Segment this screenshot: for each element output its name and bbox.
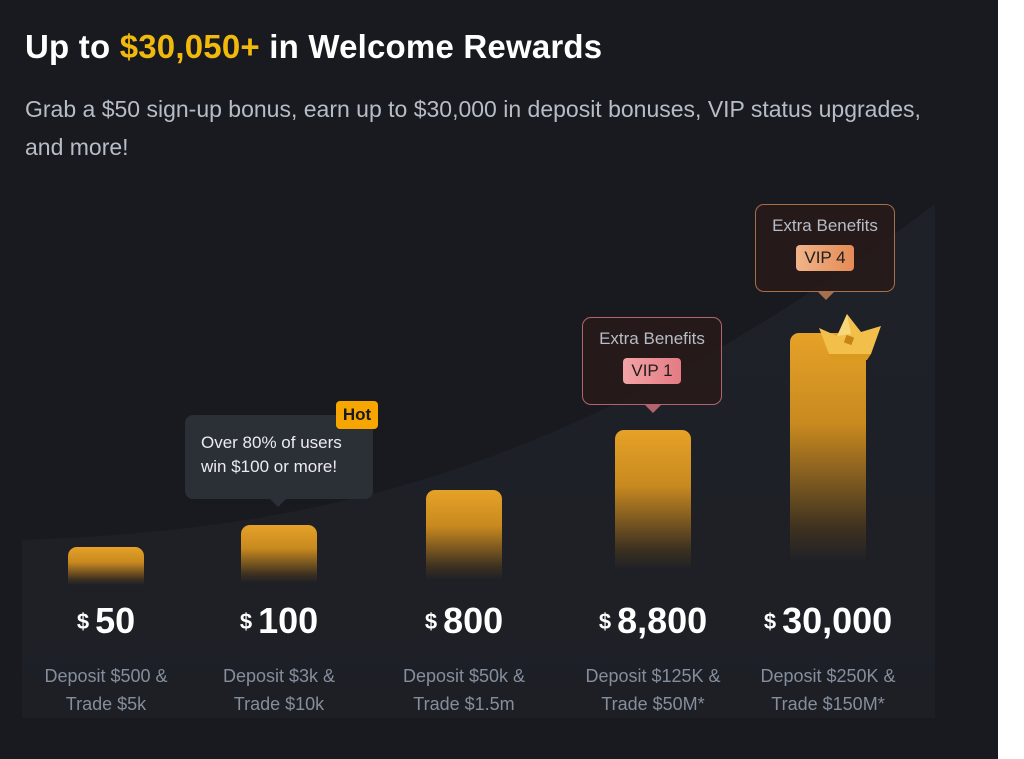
trade-requirement: Trade $1.5m [413,694,515,714]
title-prefix: Up to [25,28,120,65]
tier-column: $50 Deposit $500 & Trade $5k [16,200,196,718]
tier-amount: $50 [16,600,196,642]
tier-amount: $800 [374,600,554,642]
vip1-badge: VIP 1 [623,358,681,384]
amount-value: 50 [95,600,136,641]
vip1-callout-title: Extra Benefits [599,329,705,348]
amount-value: 30,000 [782,600,893,641]
vip4-callout: Extra Benefits VIP 4 [755,204,895,300]
trade-requirement: Trade $50M* [601,694,705,714]
tier-requirement: Deposit $50k & Trade $1.5m [364,662,564,718]
amount-value: 8,800 [617,600,708,641]
crown-icon [819,314,881,360]
rewards-tier-chart: $50 Deposit $500 & Trade $5k $100 Deposit… [22,200,935,718]
hot-callout-line: Over 80% of users [201,433,342,452]
deposit-requirement: Deposit $125K & [585,666,721,686]
tier-bar [68,547,144,585]
trade-requirement: Trade $5k [65,694,147,714]
amount-value: 100 [258,600,319,641]
trade-requirement: Trade $150M* [771,694,885,714]
currency-symbol: $ [763,609,777,634]
tier-bar [790,333,866,563]
tier-column: $800 Deposit $50k & Trade $1.5m [374,200,554,718]
deposit-requirement: Deposit $250K & [760,666,896,686]
vip4-badge: VIP 4 [796,245,854,271]
tier-bar [241,525,317,583]
title-suffix: in Welcome Rewards [259,28,603,65]
currency-symbol: $ [598,609,612,634]
tier-requirement: Deposit $125K & Trade $50M* [553,662,753,718]
deposit-requirement: Deposit $50k & [402,666,526,686]
hot-callout: Over 80% of users win $100 or more! [185,415,373,507]
currency-symbol: $ [239,609,253,634]
tier-column: $30,000 Deposit $250K & Trade $150M* [738,200,918,718]
currency-symbol: $ [424,609,438,634]
tier-amount: $30,000 [738,600,918,642]
currency-symbol: $ [76,609,90,634]
deposit-requirement: Deposit $3k & [222,666,336,686]
vip4-callout-title: Extra Benefits [772,216,878,235]
tier-bar [426,490,502,580]
page-title: Up to $30,050+ in Welcome Rewards [25,28,602,66]
vip1-callout: Extra Benefits VIP 1 [582,317,722,413]
tier-column: $100 Deposit $3k & Trade $10k [189,200,369,718]
hot-badge: Hot [336,401,378,429]
welcome-rewards-section: Up to $30,050+ in Welcome Rewards Grab a… [22,28,935,718]
right-edge-strip [998,0,1024,759]
hot-callout-line: win $100 or more! [201,457,338,476]
title-amount: $30,050+ [119,28,260,65]
tier-requirement: Deposit $250K & Trade $150M* [728,662,928,718]
tier-requirement: Deposit $3k & Trade $10k [179,662,379,718]
tier-bar [615,430,691,570]
tier-amount: $8,800 [563,600,743,642]
trade-requirement: Trade $10k [233,694,325,714]
tier-column: $8,800 Deposit $125K & Trade $50M* [563,200,743,718]
tier-amount: $100 [189,600,369,642]
chart-growth-curve [22,204,935,718]
chart-background [22,204,935,718]
page-subtitle: Grab a $50 sign-up bonus, earn up to $30… [25,96,921,160]
tier-requirement: Deposit $500 & Trade $5k [6,662,206,718]
amount-value: 800 [443,600,504,641]
deposit-requirement: Deposit $500 & [44,666,168,686]
